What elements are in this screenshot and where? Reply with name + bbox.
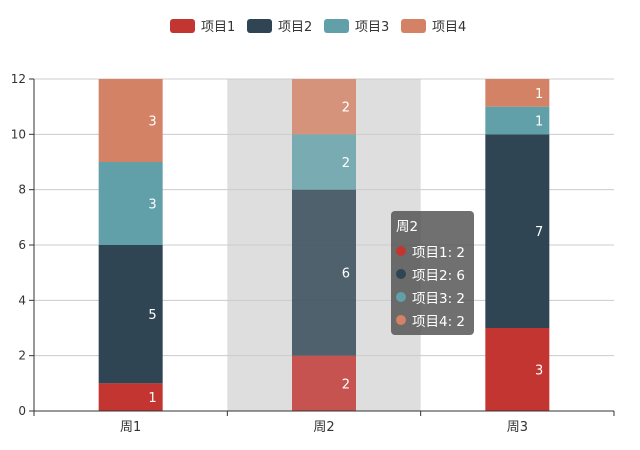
tooltip-row-3: 项目3: 2 [396, 285, 474, 308]
tooltip-dot-4 [396, 314, 406, 325]
data-label: 2 [342, 101, 350, 116]
y-tick-label: 10 [11, 127, 26, 141]
legend-item-2: 项目2 [247, 19, 312, 35]
data-label: 3 [148, 115, 156, 130]
bar-项目2-周1 [98, 245, 163, 384]
y-tick-label: 12 [11, 72, 26, 86]
data-label: 1 [148, 391, 156, 406]
bar-项目3-周3 [485, 106, 550, 135]
legend-swatch [324, 19, 349, 33]
y-tick-label: 0 [18, 404, 26, 418]
legend-label: 项目4 [432, 20, 466, 35]
legend-label: 项目3 [355, 20, 389, 35]
tooltip-row-1: 项目1: 2 [396, 239, 474, 262]
data-label: 1 [535, 115, 543, 130]
bar-项目4-周3 [485, 79, 550, 107]
legend-swatch [247, 19, 272, 33]
data-label: 5 [148, 308, 156, 323]
y-tick-label: 2 [18, 349, 26, 363]
y-tick-label: 8 [18, 183, 26, 197]
x-tick-label: 周1 [120, 420, 141, 435]
legend-label: 项目1 [201, 20, 235, 35]
tooltip-title: 周2 [396, 219, 419, 235]
data-label: 3 [148, 198, 156, 213]
data-label: 2 [342, 156, 350, 171]
tooltip-row-3-text: 项目3: 2 [412, 290, 466, 307]
bar-项目2-周2 [292, 189, 356, 356]
bar-项目4-周1 [98, 79, 163, 162]
tooltip-dot-1 [396, 245, 406, 256]
legend-swatch [170, 19, 195, 33]
bar-项目4-周2 [292, 79, 356, 135]
legend-item-1: 项目1 [170, 19, 235, 35]
x-tick-label: 周2 [313, 420, 334, 435]
tooltip-dot-3 [396, 291, 406, 302]
bar-项目3-周1 [98, 162, 163, 245]
chart-tooltip: 周2 项目1: 2 项目2: 6 项目3: 2 项目4: 2 [391, 211, 474, 335]
y-tick-label: 4 [18, 293, 26, 307]
legend-item-4: 项目4 [401, 19, 466, 35]
bar-项目1-周1 [98, 383, 163, 411]
bar-项目3-周2 [292, 134, 356, 190]
tooltip-row-2-text: 项目2: 6 [412, 267, 466, 284]
bar-项目1-周3 [485, 328, 550, 411]
data-label: 3 [535, 364, 543, 379]
tooltip-dot-2 [396, 268, 406, 279]
tooltip-row-1-text: 项目1: 2 [412, 244, 466, 261]
legend-item-3: 项目3 [324, 19, 389, 35]
tooltip-row-2: 项目2: 6 [396, 262, 474, 285]
tooltip-row-4: 项目4: 2 [396, 308, 474, 331]
data-label: 7 [535, 225, 543, 240]
legend-swatch [401, 19, 426, 33]
data-label: 1 [535, 87, 543, 102]
bar-项目1-周2 [292, 355, 356, 411]
bar-项目2-周3 [485, 134, 550, 328]
y-tick-label: 6 [18, 238, 26, 252]
x-tick-label: 周3 [507, 420, 528, 435]
data-label: 6 [342, 267, 350, 282]
data-label: 2 [342, 377, 350, 392]
tooltip-row-4-text: 项目4: 2 [412, 313, 466, 330]
legend-label: 项目2 [278, 20, 312, 35]
